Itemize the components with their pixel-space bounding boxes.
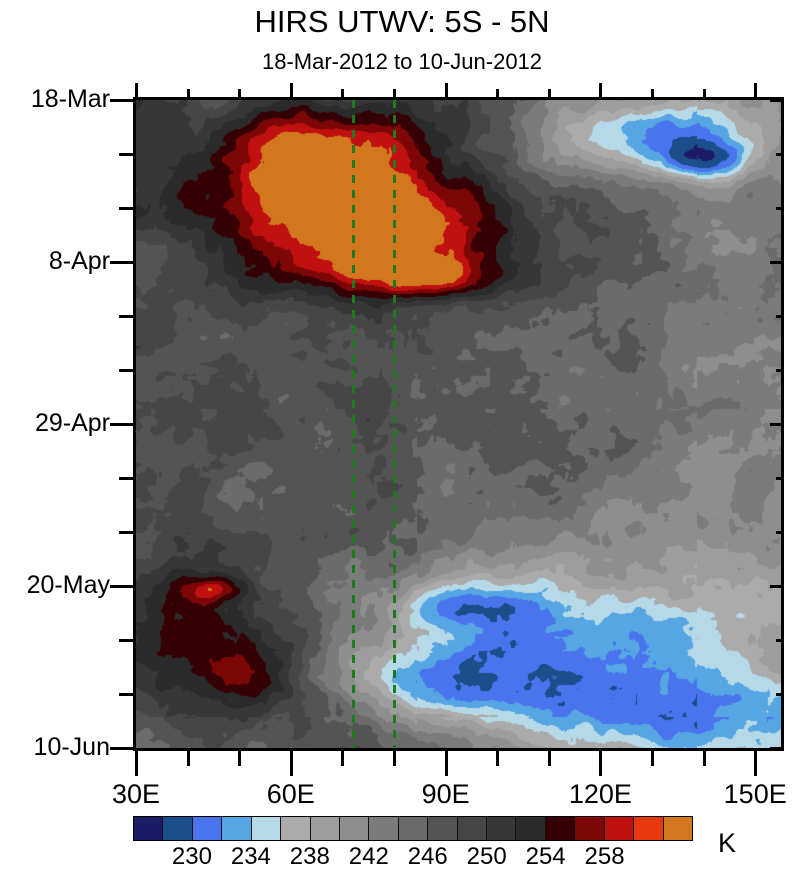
- colorbar-segment-16: [604, 817, 635, 840]
- x-tick-top: [393, 89, 396, 97]
- y-tick-minor: [119, 693, 133, 696]
- y-tick-right-minor: [776, 315, 784, 318]
- y-tick-major-8-Apr: [110, 261, 133, 264]
- colorbar-segment-10: [428, 817, 458, 840]
- y-tick-major-18-Mar: [110, 99, 133, 102]
- y-tick-right-minor: [776, 477, 784, 480]
- y-tick-minor: [119, 369, 133, 372]
- x-tick-minor: [651, 751, 654, 766]
- x-tick-minor: [547, 751, 551, 766]
- y-tick-major-10-Jun: [110, 747, 133, 750]
- x-tick-minor: [702, 751, 706, 766]
- x-tick-minor: [341, 751, 345, 766]
- page-title: HIRS UTWV: 5S - 5N: [254, 4, 550, 39]
- colorbar-segment-18: [663, 817, 693, 840]
- y-axis-label-10-Jun: 10-Jun: [33, 733, 110, 761]
- x-tick-minor: [238, 751, 242, 766]
- colorbar-segment-14: [545, 817, 576, 840]
- y-tick-right-10-Jun: [770, 747, 784, 750]
- x-axis-label-120E: 120E: [568, 779, 632, 809]
- contour-field: [136, 100, 781, 748]
- colorbar-segment-2: [192, 817, 223, 840]
- colorbar-segment-15: [575, 817, 605, 840]
- x-tick-top: [599, 83, 603, 97]
- y-tick-right-minor: [776, 153, 784, 156]
- y-tick-right-minor: [776, 693, 784, 696]
- y-tick-minor: [119, 477, 133, 480]
- colorbar-segment-9: [398, 817, 429, 840]
- colorbar-segment-13: [516, 817, 546, 840]
- x-tick-major-90: [444, 751, 448, 776]
- y-tick-right-18-Mar: [770, 99, 784, 102]
- y-axis-label-18-Mar: 18-Mar: [30, 85, 110, 113]
- colorbar-tick-258: 258: [584, 843, 625, 870]
- x-tick-top: [341, 89, 345, 97]
- colorbar-segment-4: [251, 817, 282, 840]
- x-tick-top: [444, 83, 448, 97]
- x-tick-major-30: [135, 751, 138, 776]
- colorbar-segment-7: [339, 817, 370, 840]
- colorbar-segment-17: [634, 817, 664, 840]
- y-axis-label-8-Apr: 8-Apr: [48, 247, 110, 275]
- x-tick-top: [702, 89, 706, 97]
- colorbar-segment-3: [222, 817, 252, 840]
- x-tick-top: [238, 89, 242, 97]
- x-tick-major-60: [289, 751, 293, 776]
- y-tick-major-20-May: [110, 585, 133, 588]
- page-subtitle: 18-Mar-2012 to 10-Jun-2012: [261, 49, 543, 74]
- colorbar-unit-label: K: [718, 828, 737, 858]
- colorbar-segment-11: [457, 817, 488, 840]
- x-tick-top: [754, 83, 758, 97]
- x-tick-major-120: [599, 751, 603, 776]
- x-tick-minor: [393, 751, 396, 766]
- hovmoller-plot: [133, 97, 784, 751]
- x-tick-top: [651, 89, 654, 97]
- y-tick-right-minor: [776, 531, 784, 534]
- colorbar: [133, 816, 693, 841]
- colorbar-segment-0: [134, 817, 164, 840]
- x-axis-label-150E: 150E: [723, 779, 787, 809]
- colorbar-segment-1: [163, 817, 193, 840]
- x-tick-minor: [496, 751, 500, 766]
- y-tick-right-8-Apr: [770, 261, 784, 264]
- colorbar-segment-12: [487, 817, 517, 840]
- colorbar-segment-5: [281, 817, 311, 840]
- colorbar-segment-8: [369, 817, 399, 840]
- reference-line-72e: [351, 100, 355, 748]
- x-tick-top: [186, 89, 190, 97]
- x-tick-top: [289, 83, 293, 97]
- y-tick-minor: [119, 639, 133, 642]
- y-tick-right-minor: [776, 369, 784, 372]
- y-axis-label-29-Apr: 29-Apr: [34, 409, 110, 437]
- x-axis-label-60E: 60E: [266, 779, 315, 809]
- y-tick-right-minor: [776, 207, 784, 210]
- colorbar-segment-6: [310, 817, 340, 840]
- y-tick-major-29-Apr: [110, 423, 133, 426]
- x-axis-label-30E: 30E: [111, 779, 161, 809]
- y-tick-right-20-May: [770, 585, 784, 588]
- y-tick-minor: [119, 207, 133, 210]
- y-tick-right-29-Apr: [770, 423, 784, 426]
- y-axis-label-20-May: 20-May: [26, 571, 110, 599]
- x-tick-top: [135, 83, 138, 97]
- y-tick-right-minor: [776, 639, 784, 642]
- reference-line-80e: [393, 100, 396, 748]
- y-tick-minor: [119, 531, 133, 534]
- x-axis-label-90E: 90E: [421, 779, 470, 809]
- x-tick-top: [496, 89, 500, 97]
- y-tick-minor: [119, 315, 133, 318]
- x-tick-top: [547, 89, 551, 97]
- x-tick-minor: [186, 751, 190, 766]
- x-tick-major-150: [754, 751, 758, 776]
- y-tick-minor: [119, 153, 133, 156]
